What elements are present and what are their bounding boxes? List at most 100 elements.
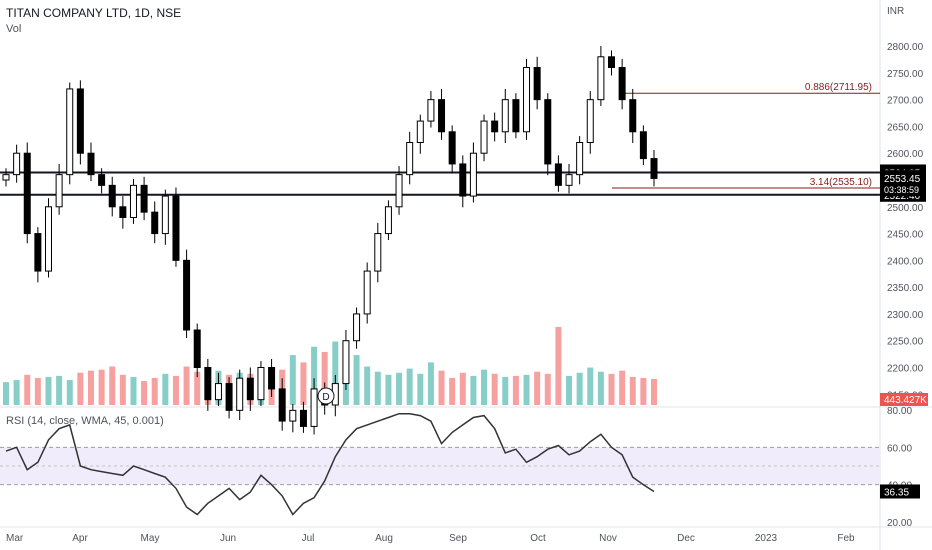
- price-candle[interactable]: [554, 163, 562, 186]
- price-tick-label: 2300.00: [887, 310, 924, 321]
- price-candle[interactable]: [87, 152, 95, 176]
- price-candle[interactable]: [576, 142, 584, 176]
- volume-bar: [406, 368, 413, 405]
- price-candle[interactable]: [289, 409, 297, 422]
- price-candle[interactable]: [225, 383, 233, 411]
- price-candle[interactable]: [236, 377, 244, 411]
- price-candle[interactable]: [13, 152, 21, 176]
- price-candle[interactable]: [639, 131, 647, 160]
- volume-bar: [608, 373, 615, 405]
- price-candle[interactable]: [491, 120, 499, 133]
- price-candle[interactable]: [395, 174, 403, 208]
- last-price-label: 2553.45: [884, 174, 921, 185]
- price-candle[interactable]: [533, 67, 541, 101]
- price-candle[interactable]: [119, 206, 127, 219]
- price-candle[interactable]: [310, 388, 318, 427]
- volume-bar: [417, 373, 424, 405]
- price-candle[interactable]: [406, 142, 414, 176]
- price-candle[interactable]: [34, 233, 42, 272]
- price-candle[interactable]: [438, 99, 446, 133]
- price-candle[interactable]: [523, 67, 531, 133]
- price-candle[interactable]: [129, 184, 137, 219]
- volume-bar: [534, 371, 541, 405]
- price-candle[interactable]: [416, 120, 424, 143]
- rsi-tick-label: 60.00: [887, 443, 912, 454]
- rsi-tick-label: 80.00: [887, 406, 912, 417]
- rsi-indicator-label: RSI (14, close, WMA, 45, 0.001): [6, 415, 164, 427]
- volume-bar: [13, 380, 20, 405]
- price-candle[interactable]: [363, 270, 371, 315]
- price-candle[interactable]: [353, 313, 361, 342]
- price-candle[interactable]: [597, 56, 605, 101]
- volume-bar: [311, 346, 318, 405]
- time-tick-label: Oct: [530, 533, 546, 544]
- dividend-event-icon[interactable]: [317, 387, 335, 405]
- volume-bar: [427, 362, 434, 405]
- price-candle[interactable]: [342, 340, 350, 385]
- time-tick-label: Dec: [677, 533, 695, 544]
- currency-label: INR: [887, 6, 905, 17]
- price-candle[interactable]: [608, 56, 616, 68]
- volume-bar: [353, 355, 360, 405]
- price-candle[interactable]: [257, 367, 265, 401]
- horizontal-line-price-label: 2522.40: [884, 191, 921, 202]
- fib-level-label: 3.14(2535.10): [810, 177, 872, 188]
- price-candle[interactable]: [650, 158, 658, 179]
- price-candle[interactable]: [76, 88, 84, 154]
- price-candle[interactable]: [278, 388, 286, 422]
- price-candle[interactable]: [140, 184, 148, 213]
- volume-bar: [130, 376, 137, 405]
- price-candle[interactable]: [512, 99, 520, 133]
- price-candle[interactable]: [246, 377, 254, 401]
- price-candle[interactable]: [66, 88, 74, 176]
- price-candle[interactable]: [204, 367, 212, 401]
- price-candle[interactable]: [151, 211, 159, 235]
- price-candle[interactable]: [2, 174, 10, 181]
- volume-bar: [629, 376, 636, 405]
- price-candle[interactable]: [565, 174, 573, 186]
- price-candle[interactable]: [193, 329, 201, 368]
- volume-bar: [544, 373, 551, 405]
- price-candle[interactable]: [299, 409, 307, 427]
- price-candle[interactable]: [427, 99, 435, 122]
- price-candle[interactable]: [459, 163, 467, 197]
- price-candle[interactable]: [469, 152, 477, 197]
- price-candle[interactable]: [108, 184, 116, 208]
- volume-value-label: 443.427K: [884, 395, 927, 406]
- price-candle[interactable]: [98, 174, 106, 186]
- price-candle[interactable]: [618, 67, 626, 101]
- price-candle[interactable]: [55, 174, 63, 208]
- volume-bar: [3, 382, 9, 405]
- price-candle[interactable]: [586, 99, 594, 144]
- time-tick-label: Jun: [220, 533, 236, 544]
- volume-bar: [24, 374, 31, 405]
- volume-bar: [66, 380, 73, 405]
- rsi-line[interactable]: [5, 412, 655, 516]
- price-candle[interactable]: [161, 195, 169, 235]
- price-tick-label: 2500.00: [887, 203, 924, 214]
- price-candle[interactable]: [214, 383, 222, 401]
- price-candle[interactable]: [629, 99, 637, 133]
- price-tick-label: 2700.00: [887, 96, 924, 107]
- volume-bar: [332, 341, 339, 405]
- price-candle[interactable]: [183, 259, 191, 331]
- price-candle[interactable]: [384, 206, 392, 235]
- price-candle[interactable]: [480, 120, 488, 154]
- price-candle[interactable]: [172, 195, 180, 261]
- price-candle[interactable]: [501, 99, 509, 133]
- price-candle[interactable]: [268, 367, 276, 390]
- dividend-event-label: D: [322, 392, 329, 403]
- price-candle[interactable]: [23, 152, 31, 235]
- price-candle[interactable]: [448, 131, 456, 165]
- price-candle[interactable]: [44, 206, 52, 272]
- price-candle[interactable]: [544, 99, 552, 165]
- time-tick-label: 2023: [755, 533, 778, 544]
- price-candle[interactable]: [374, 233, 382, 272]
- volume-bar: [98, 369, 105, 405]
- volume-bar: [151, 377, 158, 405]
- volume-bar: [587, 367, 594, 405]
- volume-value-tag: [880, 393, 928, 406]
- price-tick-label: 2400.00: [887, 256, 924, 267]
